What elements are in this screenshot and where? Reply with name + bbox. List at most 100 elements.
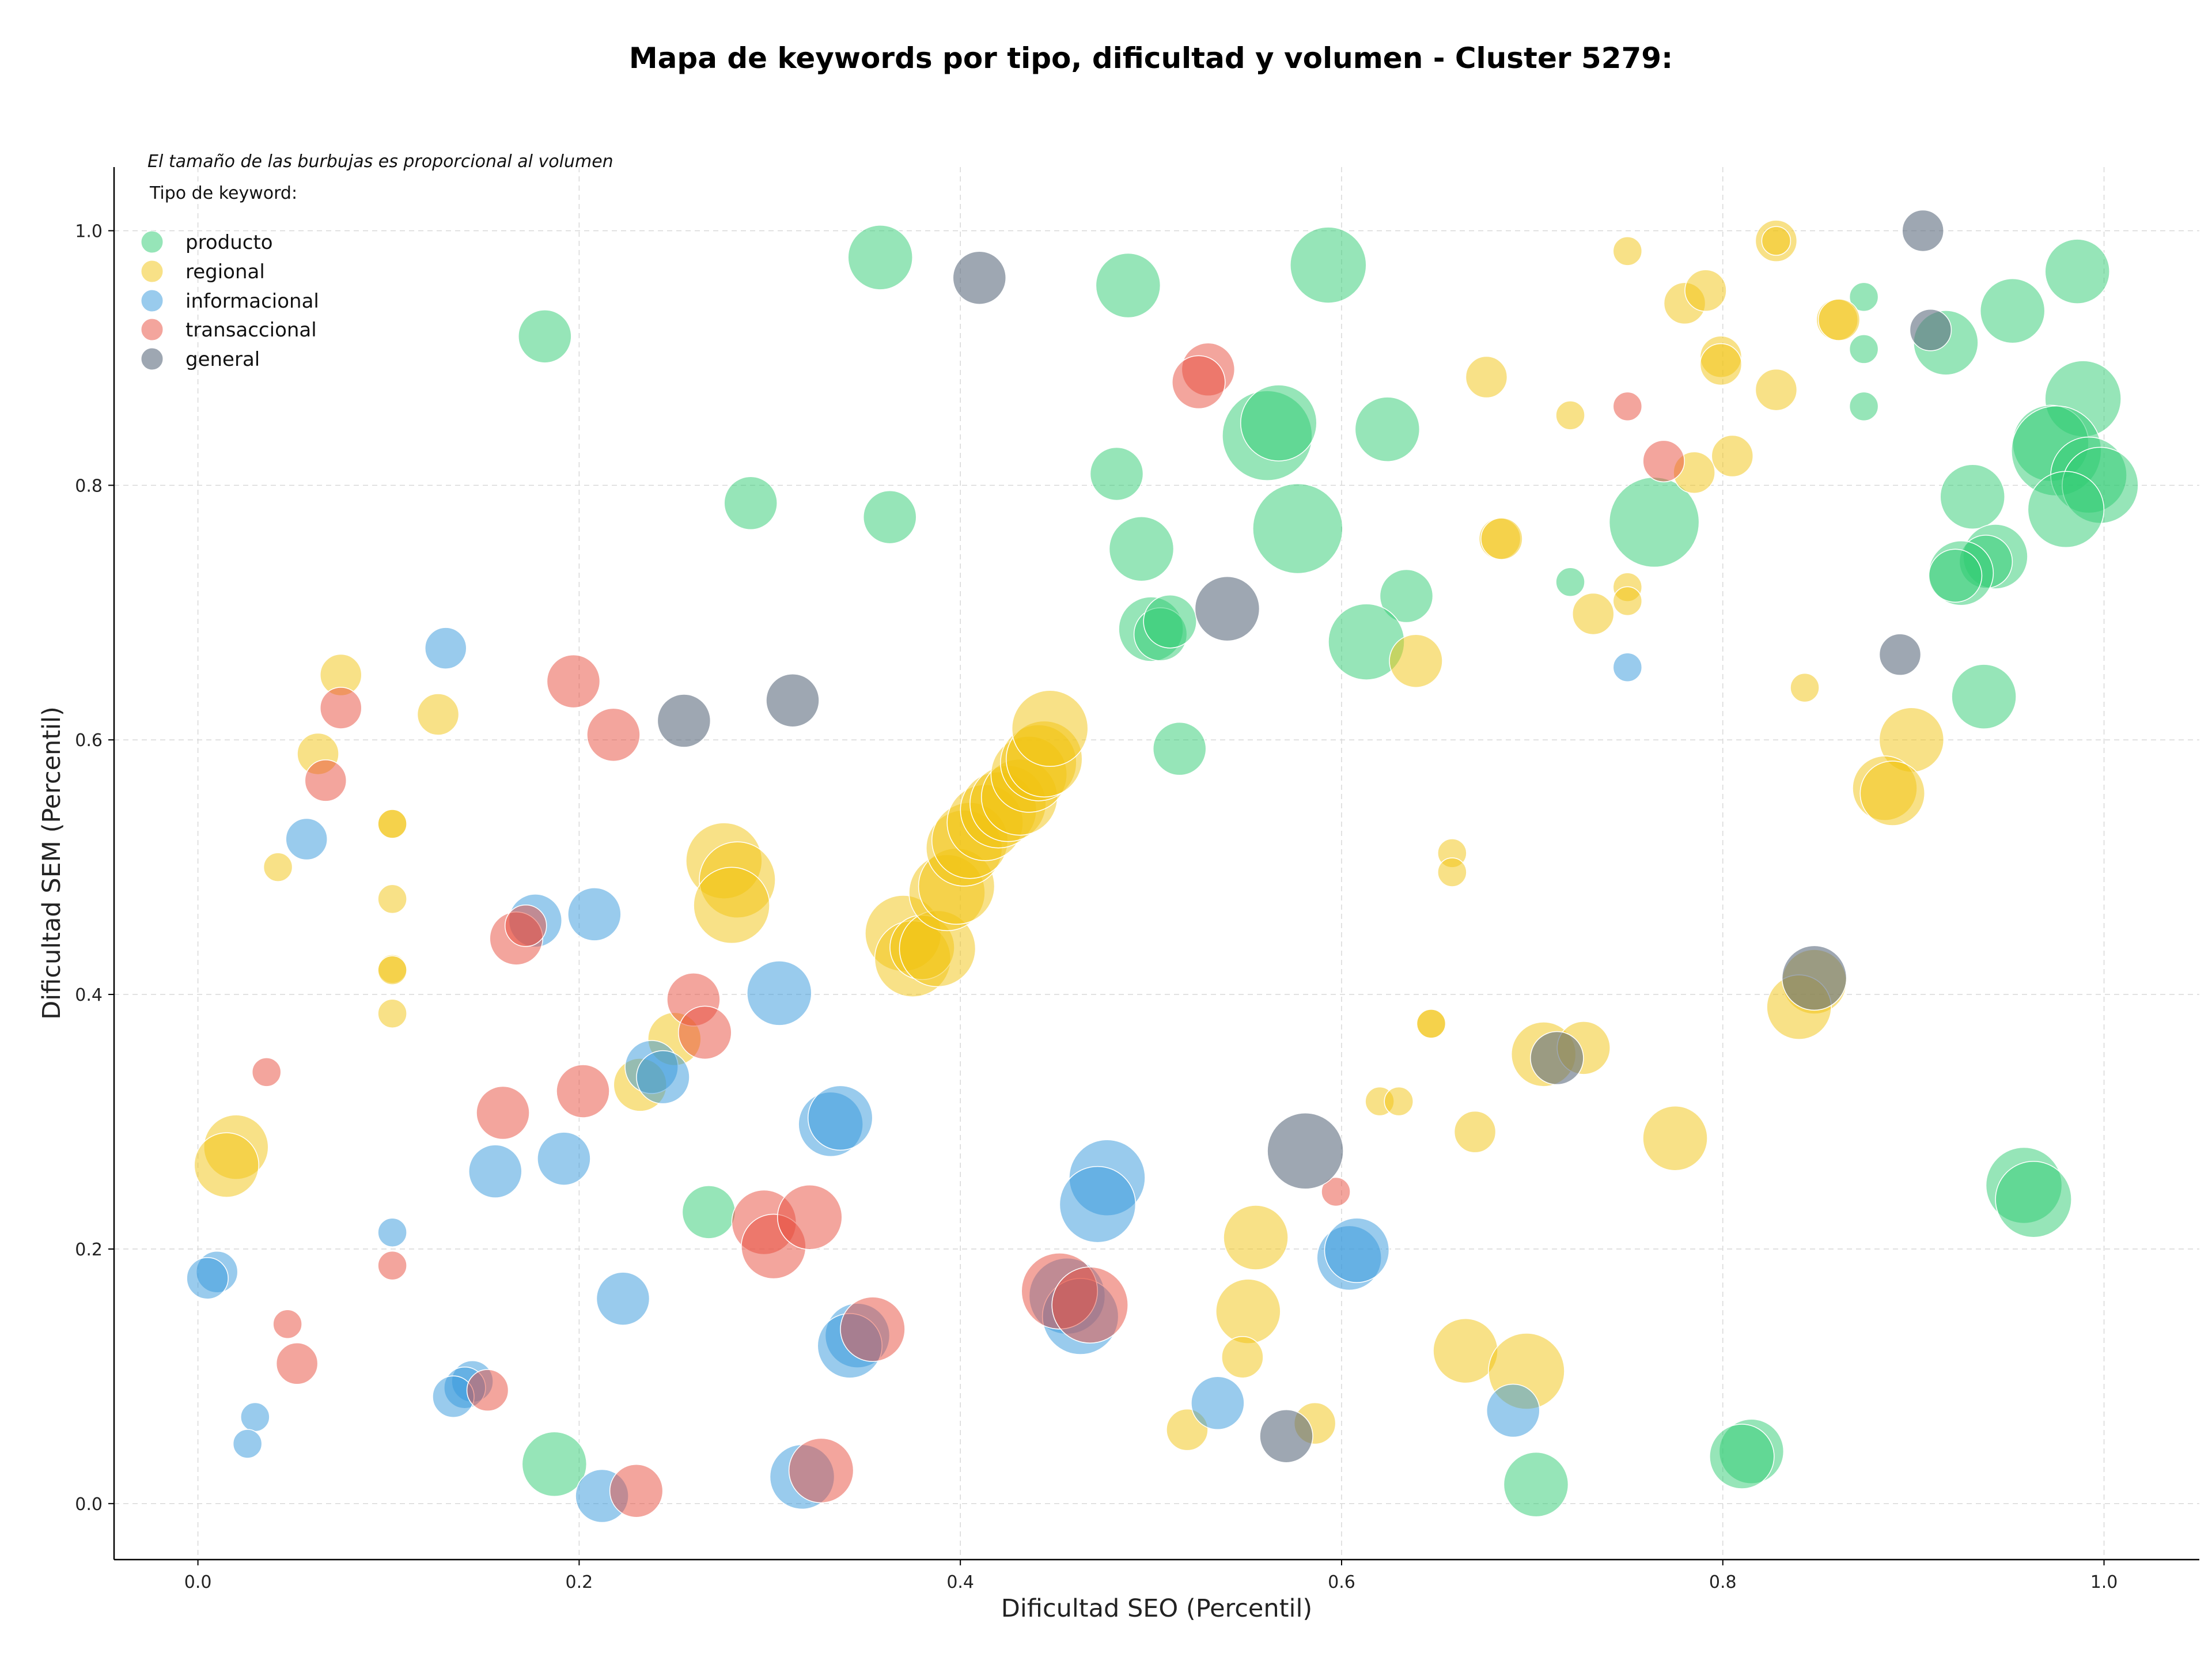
- bubble-transaccional: [251, 1057, 282, 1087]
- bubble-regional: [1416, 1009, 1446, 1039]
- bubble-regional: [1761, 226, 1791, 256]
- bubble-producto: [1379, 569, 1434, 623]
- bubble-producto: [1555, 567, 1585, 597]
- bubble-regional: [1612, 586, 1643, 616]
- legend-item-producto: producto: [141, 230, 273, 254]
- x-tick-label: 0.6: [1328, 1572, 1355, 1592]
- bubble-informacional: [468, 1144, 522, 1198]
- legend-marker-transaccional: [141, 318, 164, 341]
- bubble-producto: [1709, 1424, 1775, 1489]
- bubble-producto: [1252, 483, 1343, 574]
- bubble-transaccional: [1612, 391, 1643, 422]
- bubble-regional: [1223, 1205, 1289, 1270]
- legend-marker-producto: [141, 230, 164, 253]
- bubble-transaccional: [466, 1369, 509, 1412]
- bubble-transaccional: [304, 759, 347, 802]
- bubble-regional: [194, 1132, 259, 1198]
- bubble-informacional: [596, 1272, 650, 1326]
- bubble-general: [1194, 576, 1260, 642]
- bubble-producto: [1940, 464, 2005, 529]
- bubble-regional: [377, 809, 407, 839]
- bubble-regional: [377, 955, 407, 985]
- bubble-producto: [1354, 396, 1421, 462]
- legend-label-informacional: informacional: [185, 290, 319, 313]
- bubble-informacional: [636, 1050, 690, 1104]
- legend-label-producto: producto: [185, 231, 273, 254]
- bubble-regional: [1389, 634, 1443, 688]
- bubble-transaccional: [272, 1309, 302, 1340]
- bubble-producto: [518, 309, 572, 364]
- bubble-informacional: [747, 960, 812, 1026]
- bubble-regional: [1555, 400, 1585, 430]
- bubble-producto: [1503, 1451, 1569, 1518]
- bubble-producto: [1928, 548, 1983, 603]
- bubble-transaccional: [586, 707, 641, 762]
- bubble-informacional: [232, 1429, 263, 1459]
- bubble-general: [1878, 633, 1922, 676]
- bubble-regional: [1453, 1110, 1497, 1153]
- bubble-general: [766, 673, 820, 728]
- bubble-producto: [1143, 594, 1197, 649]
- bubble-transaccional: [556, 1064, 610, 1118]
- bubble-regional: [1684, 269, 1727, 312]
- bubble-transaccional: [320, 687, 362, 729]
- legend-item-general: general: [141, 347, 260, 371]
- bubble-transaccional: [504, 905, 547, 947]
- bubble-regional: [1790, 672, 1820, 703]
- bubble-regional: [416, 693, 460, 736]
- bubble-general: [952, 251, 1007, 305]
- bubble-informacional: [285, 818, 328, 861]
- bubble-transaccional: [840, 1296, 906, 1362]
- bubble-transaccional: [476, 1085, 530, 1140]
- bubble-general: [1267, 1113, 1344, 1190]
- y-tick-label: 0.0: [75, 1494, 103, 1515]
- bubble-transaccional: [1642, 440, 1685, 483]
- legend-marker-regional: [141, 260, 164, 283]
- bubble-producto: [1849, 334, 1879, 364]
- chart-title: Mapa de keywords por tipo, dificultad y …: [629, 41, 1673, 75]
- bubble-regional: [1711, 434, 1754, 478]
- bubble-regional: [1642, 1105, 1708, 1171]
- bubble-producto: [847, 225, 913, 290]
- bubble-informacional: [1486, 1383, 1540, 1438]
- bubble-producto: [1979, 278, 2046, 344]
- bubble-informacional: [1191, 1376, 1245, 1431]
- x-tick-label: 0.2: [566, 1572, 593, 1592]
- bubble-informacional: [1059, 1166, 1137, 1243]
- y-tick-label: 1.0: [75, 221, 103, 241]
- bubble-transaccional: [546, 654, 601, 709]
- bubble-producto: [2044, 239, 2110, 304]
- bubble-informacional: [377, 1217, 407, 1247]
- bubble-producto: [521, 1431, 588, 1497]
- bubble-producto: [1290, 226, 1367, 304]
- legend-label-transaccional: transaccional: [185, 319, 317, 342]
- bubble-producto: [1849, 282, 1879, 312]
- bubble-general: [657, 694, 711, 748]
- bubble-regional: [1465, 355, 1508, 399]
- bubble-informacional: [186, 1257, 229, 1300]
- bubble-transaccional: [609, 1463, 664, 1518]
- bubble-layer: [186, 209, 2139, 1523]
- legend-marker-general: [141, 347, 164, 370]
- legend-item-informacional: informacional: [141, 289, 319, 313]
- bubble-informacional: [537, 1132, 591, 1186]
- x-tick-label: 0.0: [184, 1572, 212, 1592]
- x-tick-label: 0.4: [946, 1572, 974, 1592]
- bubble-general: [1259, 1409, 1313, 1463]
- legend: producto regional informacional transacc…: [141, 230, 319, 371]
- bubble-regional: [1011, 690, 1089, 767]
- bubble-informacional: [807, 1085, 873, 1151]
- bubble-regional: [1437, 857, 1467, 887]
- x-axis-label: Dificultad SEO (Percentil): [1001, 1594, 1312, 1623]
- legend-label-regional: regional: [185, 260, 265, 283]
- bubble-informacional: [567, 887, 622, 941]
- bubble-transaccional: [678, 1005, 732, 1060]
- bubble-producto: [724, 476, 778, 531]
- bubble-transaccional: [788, 1437, 854, 1504]
- bubble-producto: [1849, 391, 1879, 422]
- bubble-informacional: [1324, 1217, 1390, 1283]
- bubble-regional: [1859, 760, 1926, 826]
- y-tick-label: 0.2: [75, 1240, 103, 1260]
- bubble-regional: [377, 998, 407, 1028]
